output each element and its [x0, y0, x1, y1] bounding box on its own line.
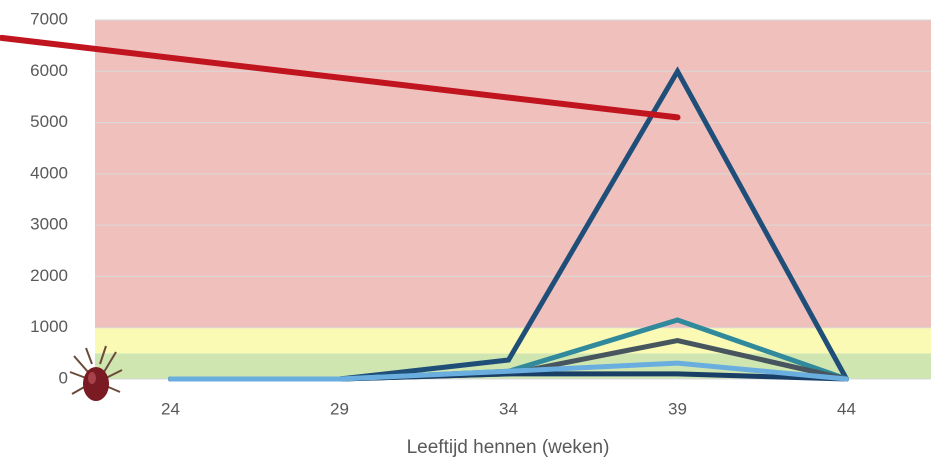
y-tick-label: 2000	[30, 266, 68, 285]
x-axis-title: Leeftijd hennen (weken)	[407, 437, 610, 458]
x-tick-label: 39	[668, 399, 687, 418]
y-tick-label: 1000	[30, 317, 68, 336]
x-tick-label: 29	[330, 399, 349, 418]
y-tick-label: 0	[59, 368, 68, 387]
mite-body	[83, 367, 109, 401]
mite-highlight	[88, 372, 96, 384]
y-tick-label: 6000	[30, 61, 68, 80]
chart: 010002000300040005000600070002429343944 …	[0, 0, 935, 463]
y-tick-label: 3000	[30, 215, 68, 234]
x-tick-label: 34	[499, 399, 518, 418]
x-tick-label: 44	[837, 399, 856, 418]
x-tick-label: 24	[161, 399, 180, 418]
y-tick-label: 5000	[30, 112, 68, 131]
background-zones	[95, 20, 931, 379]
y-tick-label: 4000	[30, 163, 68, 182]
y-tick-label: 7000	[30, 9, 68, 28]
